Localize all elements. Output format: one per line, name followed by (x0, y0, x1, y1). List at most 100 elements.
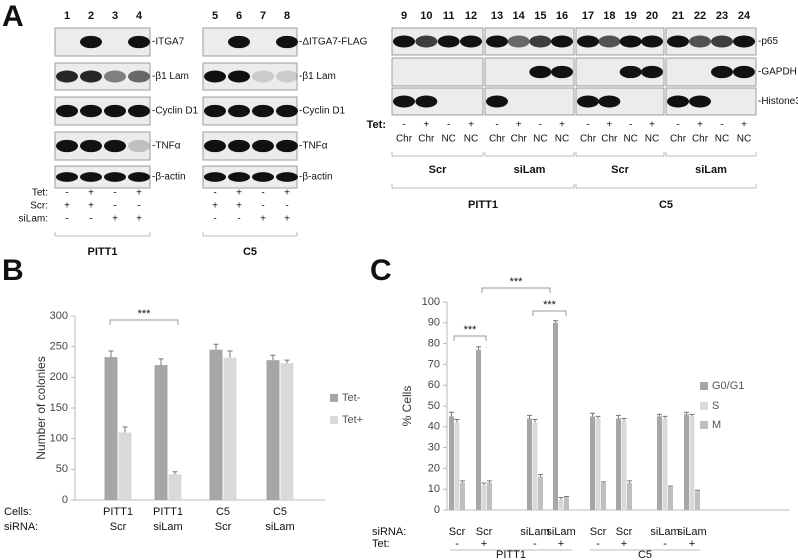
blot-band (56, 104, 78, 118)
error-bar (621, 417, 627, 421)
bar (454, 422, 460, 510)
fraction-label: NC (623, 134, 637, 145)
error-bar (487, 480, 492, 483)
blot-band (80, 104, 102, 118)
group-label: C5 (659, 199, 673, 211)
lane-number: 15 (534, 10, 546, 22)
fraction-label: Chr (396, 134, 413, 145)
bar (154, 365, 168, 500)
lane-number: 9 (401, 10, 407, 22)
protein-label: -Histone3 (758, 96, 798, 107)
lane-number: 17 (582, 10, 594, 22)
group-label: PITT1 (468, 199, 498, 211)
bar (532, 422, 538, 510)
y-tick-label: 40 (428, 421, 440, 433)
condition-sign: - (113, 188, 116, 199)
error-bar (657, 413, 662, 417)
lane-number: 6 (236, 10, 242, 22)
condition-sign: + (606, 120, 612, 131)
condition-sign: - (65, 188, 68, 199)
lane-number: 16 (556, 10, 568, 22)
significance-bracket (532, 310, 567, 316)
protein-label: -β1 Lam (152, 71, 189, 82)
x-tick-label: Scr (215, 521, 232, 533)
bar (223, 357, 237, 500)
blot-band (689, 35, 711, 48)
bar (689, 416, 695, 510)
condition-sign: - (89, 214, 92, 225)
lane-number: 3 (112, 10, 118, 22)
bar (209, 349, 223, 500)
lane-number: 12 (465, 10, 477, 22)
panel-label: C (370, 254, 392, 287)
bar (657, 416, 662, 510)
y-tick-label: 0 (62, 494, 68, 506)
blot-band (641, 35, 663, 48)
lane-number: 5 (212, 10, 218, 22)
group-label: C5 (243, 246, 257, 258)
blot-band (598, 95, 621, 108)
condition-sign: + (212, 201, 218, 212)
fraction-label: Chr (511, 134, 528, 145)
lane-number: 21 (672, 10, 684, 22)
x-tick-label: siLam (520, 526, 549, 538)
error-bar (270, 354, 276, 361)
condition-sign: + (468, 120, 474, 131)
error-bar (689, 413, 695, 417)
blot-band (228, 104, 250, 118)
protein-label: -ITGA7 (152, 37, 185, 48)
bar (601, 482, 606, 510)
blot-band (711, 65, 733, 79)
fraction-label: NC (464, 134, 478, 145)
bar (590, 416, 595, 510)
group-label: PITT1 (88, 246, 118, 258)
error-bar (616, 414, 621, 419)
error-bar (558, 497, 564, 500)
panel-label: A (2, 0, 24, 33)
x-tick-label: C5 (273, 506, 287, 518)
significance-bracket (453, 335, 487, 341)
fraction-label: Chr (601, 134, 618, 145)
blot-band (551, 35, 573, 48)
lane-number: 23 (716, 10, 728, 22)
blot-band (486, 95, 508, 108)
blot-band (415, 35, 438, 48)
error-bar (449, 411, 454, 417)
protein-label: -GAPDH (758, 67, 797, 78)
condition-label: Scr: (30, 201, 48, 212)
blot-band (128, 70, 150, 83)
condition-sign: - (495, 120, 498, 131)
error-bar (553, 320, 558, 323)
bar (460, 482, 465, 510)
bar (662, 418, 668, 510)
lane-number: 19 (625, 10, 637, 22)
blot-band (204, 104, 226, 118)
condition-sign: + (741, 120, 747, 131)
y-tick-label: 30 (428, 442, 440, 454)
x-tick-label: + (689, 538, 695, 550)
blot-band (529, 65, 552, 79)
blot-band (276, 172, 298, 182)
error-bar (227, 350, 233, 358)
condition-sign: - (720, 120, 723, 131)
fraction-label: NC (645, 134, 659, 145)
x-tick-label: - (596, 538, 600, 550)
y-tick-label: 70 (428, 358, 440, 370)
y-tick-label: 300 (50, 310, 68, 322)
condition-sign: - (137, 201, 140, 212)
condition-sign: - (447, 120, 450, 131)
y-tick-label: 10 (428, 483, 440, 495)
condition-label: Tet: (32, 188, 48, 199)
blot-band (393, 35, 415, 48)
lane-number: 11 (443, 10, 455, 22)
protein-label: -TNFα (299, 141, 328, 152)
y-axis-label: Number of colonies (34, 356, 48, 459)
protein-label: -β-actin (299, 172, 333, 183)
lane-number: 14 (513, 10, 526, 22)
blot-band (128, 104, 150, 118)
x-tick-label: siLam (677, 526, 706, 538)
legend-swatch (700, 382, 708, 390)
condition-sign: - (213, 214, 216, 225)
protein-label: -β1 Lam (299, 71, 336, 82)
